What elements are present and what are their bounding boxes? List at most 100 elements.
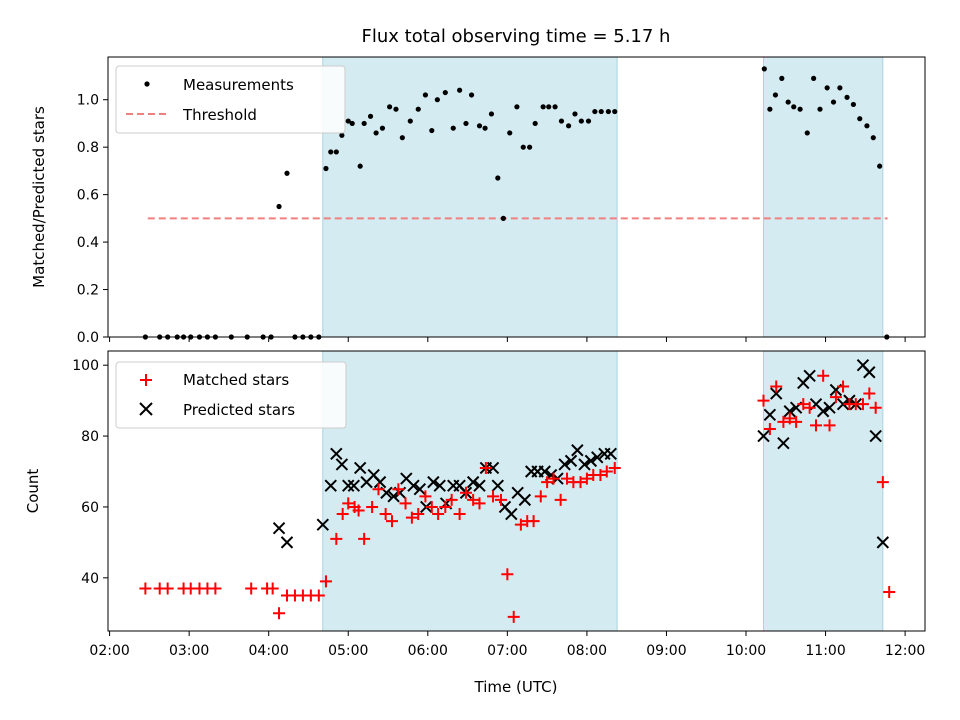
matched-star-point xyxy=(494,493,507,506)
y-tick-label: 1.0 xyxy=(77,93,99,109)
measurement-point xyxy=(850,101,857,108)
matched-star-point xyxy=(419,490,432,503)
measurement-point xyxy=(434,97,440,103)
matched-star-point xyxy=(161,582,174,595)
matched-star-point xyxy=(439,500,452,513)
measurement-point xyxy=(612,108,618,115)
x-tick-label: 04:00 xyxy=(249,643,289,659)
measurement-point xyxy=(482,125,488,131)
measurement-point xyxy=(463,120,469,127)
matched-star-point xyxy=(412,508,425,521)
matched-star-point xyxy=(266,582,279,595)
matched-star-point xyxy=(336,508,349,521)
predicted-star-point xyxy=(863,366,876,379)
predicted-star-point xyxy=(816,405,830,418)
matched-star-point xyxy=(594,469,607,482)
measurement-point xyxy=(578,118,584,124)
matched-star-point xyxy=(810,419,823,432)
measurement-point xyxy=(592,108,598,115)
predicted-star-point xyxy=(518,493,532,507)
matched-star-point xyxy=(392,483,405,496)
predicted-star-point xyxy=(335,458,349,471)
measurement-point xyxy=(357,163,363,169)
matched-star-point xyxy=(319,575,332,588)
matched-star-point xyxy=(432,508,445,521)
matched-star-point xyxy=(139,582,152,595)
matched-star-point xyxy=(487,490,500,503)
measurement-point xyxy=(797,106,803,112)
y-tick-label: 0.0 xyxy=(77,330,99,346)
matched-star-point xyxy=(876,476,889,489)
bottom-y-ticks: 40 60 80 100 xyxy=(72,358,108,587)
measurement-point xyxy=(870,135,876,141)
x-tick-label: 11:00 xyxy=(805,643,845,659)
matched-star-point xyxy=(829,391,842,404)
predicted-star-point xyxy=(584,454,598,468)
matched-star-point xyxy=(527,515,540,528)
measurement-point xyxy=(598,108,604,115)
y-tick-label: 0.6 xyxy=(77,188,99,204)
measurement-point xyxy=(361,120,367,127)
measurement-point xyxy=(527,144,533,150)
x-tick-label: 12:00 xyxy=(885,643,925,659)
y-tick-label: 60 xyxy=(81,500,99,516)
bottom-legend-box xyxy=(115,361,347,429)
predicted-star-point xyxy=(770,387,783,400)
measurement-point xyxy=(422,92,429,98)
matched-star-point xyxy=(803,401,816,414)
matched-star-point xyxy=(797,398,810,411)
x-tick-label: 08:00 xyxy=(567,643,607,659)
matched-star-point xyxy=(777,415,790,428)
measurement-point xyxy=(811,75,817,81)
predicted-star-point xyxy=(869,429,882,443)
matched-star-point xyxy=(245,582,258,595)
matched-star-point xyxy=(770,380,783,393)
measurement-point xyxy=(804,130,810,136)
matched-star-point xyxy=(600,465,613,478)
measurement-point xyxy=(857,116,863,122)
measurement-point xyxy=(373,130,379,136)
x-tick-label: 06:00 xyxy=(408,643,448,659)
y-tick-label: 0.4 xyxy=(77,235,99,251)
bottom-observing-bands xyxy=(322,350,884,632)
matched-star-point xyxy=(869,401,882,414)
measurement-point xyxy=(791,104,797,110)
predicted-star-point xyxy=(571,444,584,457)
matched-star-point xyxy=(817,369,830,382)
measurement-point xyxy=(457,87,463,93)
x-tick-label: 05:00 xyxy=(328,643,368,659)
matched-star-point xyxy=(580,472,593,485)
matched-star-point xyxy=(366,500,379,513)
measurement-point xyxy=(817,106,823,112)
measurement-point xyxy=(333,149,339,155)
top-panel: 0.0 0.2 0.4 0.6 0.8 1.0 Matched/Predicted sta… xyxy=(30,56,926,346)
measurement-point xyxy=(393,106,399,112)
matched-star-point xyxy=(501,568,514,581)
measurement-point xyxy=(387,104,393,110)
predicted-star-point xyxy=(783,405,796,418)
measurement-point xyxy=(442,89,448,96)
predicted-star-point xyxy=(505,507,518,521)
matched-star-point xyxy=(790,415,803,428)
predicted-star-point xyxy=(353,461,367,475)
measurement-point xyxy=(558,118,565,124)
measurement-point xyxy=(566,123,572,129)
predicted-star-point xyxy=(433,479,446,492)
observing-band-1 xyxy=(322,350,618,632)
measurement-point xyxy=(407,118,413,124)
predicted-star-point xyxy=(473,479,486,492)
matched-star-point xyxy=(467,493,480,506)
measurement-point xyxy=(349,120,355,127)
predicted-star-point xyxy=(272,522,286,535)
matched-star-point xyxy=(823,419,836,432)
predicted-star-point xyxy=(486,461,500,475)
predicted-star-point xyxy=(564,454,578,468)
measurement-points xyxy=(142,66,890,340)
measurement-point xyxy=(328,149,334,155)
measurement-point xyxy=(367,113,374,119)
matched-star-point xyxy=(783,412,796,425)
measurement-point xyxy=(830,99,837,105)
measurement-point xyxy=(767,106,773,112)
measurement-point xyxy=(476,123,483,129)
